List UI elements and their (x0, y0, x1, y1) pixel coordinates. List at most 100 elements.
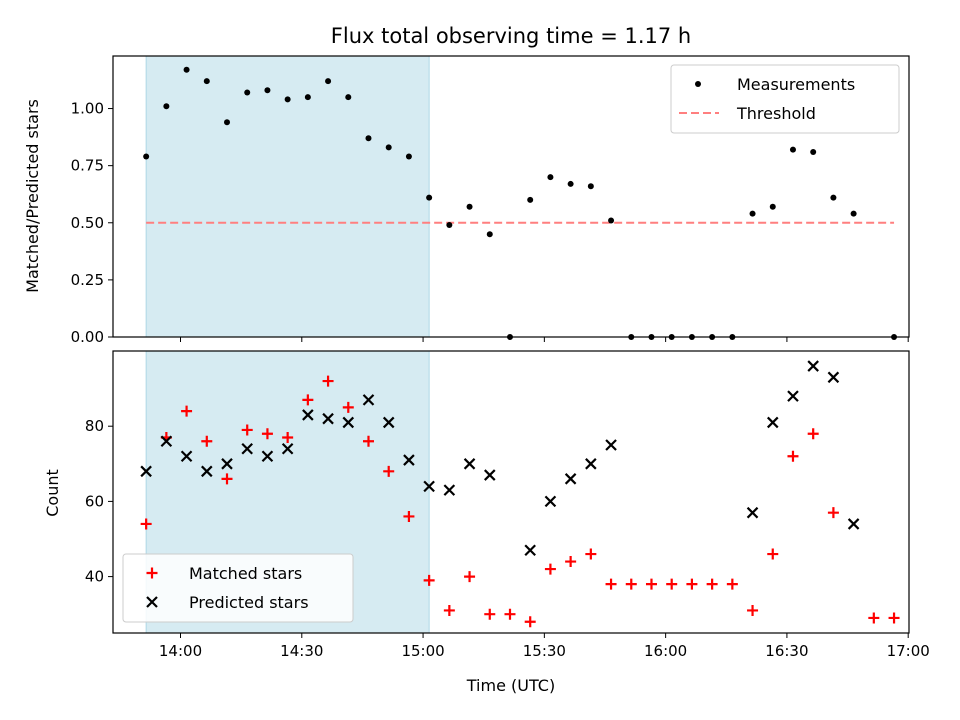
measurement-point (486, 231, 493, 238)
legend-predicted-marker (146, 596, 158, 608)
matched-star-point (302, 394, 314, 406)
measurement-point (789, 146, 796, 153)
chart-title: Flux total observing time = 1.17 h (331, 24, 691, 48)
bottom-legend-box (122, 553, 354, 623)
measurement-point (446, 222, 453, 229)
matched-star-point (686, 578, 698, 590)
matched-star-point (524, 616, 536, 628)
matched-star-point (666, 578, 678, 590)
measurement-point (244, 89, 251, 96)
plot-layer: 0.00 0.25 0.50 0.75 1.00 Measurements Threshol… (71, 55, 930, 660)
predicted-star-point (362, 394, 375, 406)
matched-star-point (767, 548, 779, 560)
top-y-tick-label: 0.50 (71, 214, 104, 232)
predicted-star-point (281, 442, 294, 455)
matched-star-point (706, 578, 718, 590)
predicted-star-point (544, 495, 557, 508)
predicted-star-point (463, 458, 476, 470)
predicted-star-point (180, 450, 193, 463)
bottom-legend-label: Predicted stars (189, 593, 309, 612)
measurement-point (264, 87, 271, 94)
top-legend-label: Threshold (736, 104, 816, 123)
predicted-star-point (585, 458, 597, 470)
x-tick-label: 15:00 (401, 642, 444, 660)
predicted-star-point (261, 450, 274, 463)
predicted-star-point (201, 465, 213, 478)
measurement-point (385, 144, 392, 151)
matched-star-point (241, 424, 253, 436)
top-legend: Measurements Threshold (670, 64, 900, 134)
matched-star-point (362, 435, 374, 447)
measurement-point (608, 217, 615, 224)
bottom-legend-label: Matched stars (189, 564, 302, 583)
matched-star-point (726, 578, 738, 590)
measurement-point (466, 203, 473, 210)
top-y-tick-label: 0.25 (71, 271, 104, 289)
matched-star-point (221, 473, 233, 485)
measurement-point (405, 153, 412, 160)
measurement-point (203, 78, 210, 85)
matched-star-point (827, 507, 839, 519)
predicted-star-point (847, 518, 860, 530)
matched-star-point (747, 604, 759, 616)
measurement-point (163, 103, 170, 110)
measurement-point (304, 94, 311, 101)
x-tick-label: 17:00 (887, 642, 930, 660)
measurement-point (143, 153, 150, 160)
top-y-axis-label: Matched/Predicted stars (23, 99, 42, 293)
predicted-star-point (807, 360, 819, 372)
matched-star-point (342, 401, 354, 413)
matched-star-point (261, 428, 273, 440)
predicted-star-point (241, 442, 253, 455)
measurement-point (547, 174, 554, 181)
measurement-point (850, 210, 857, 217)
top-legend-box (670, 64, 900, 134)
predicted-star-point (221, 458, 233, 470)
measurement-point (426, 194, 433, 201)
bottom-legend: Matched stars Predicted stars (122, 553, 354, 623)
predicted-star-point (524, 544, 536, 557)
matched-star-point (544, 563, 556, 575)
measurement-point (284, 96, 291, 103)
predicted-star-point (322, 412, 334, 425)
measurement-point (183, 66, 190, 73)
matched-star-point (484, 608, 496, 620)
predicted-star-point (342, 416, 355, 429)
predicted-star-point (483, 469, 496, 481)
matched-star-point (645, 578, 657, 590)
top-legend-label: Measurements (737, 75, 855, 94)
matched-star-point (383, 465, 395, 477)
matched-star-point (201, 435, 213, 447)
predicted-star-point (766, 416, 779, 429)
measurement-point (587, 183, 594, 190)
measurement-point (830, 194, 837, 201)
matched-star-point (403, 510, 415, 522)
bottom-axes-frame (112, 350, 910, 634)
matched-star-point (464, 571, 476, 583)
matched-star-point (585, 548, 597, 560)
matched-star-point (888, 612, 900, 624)
matched-star-point (322, 375, 334, 387)
predicted-star-point (423, 480, 435, 493)
predicted-star-point (746, 506, 759, 519)
measurement-point (567, 180, 574, 187)
predicted-star-point (564, 473, 577, 485)
measurement-point (365, 135, 372, 142)
predicted-star-point (403, 454, 415, 466)
bottom-y-axis-label: Count (43, 469, 62, 517)
top-y-tick-label: 1.00 (71, 100, 104, 118)
x-tick-label: 16:30 (765, 642, 808, 660)
top-shaded-interval (145, 55, 430, 338)
measurement-point (345, 94, 352, 101)
matched-star-point (787, 450, 799, 462)
matched-star-point (605, 578, 617, 590)
matched-star-point (807, 428, 819, 440)
x-axis-label: Time (UTC) (466, 676, 555, 695)
matched-star-point (181, 405, 193, 417)
matched-star-point (423, 574, 435, 586)
legend-measurements-marker (695, 81, 701, 87)
predicted-star-point (443, 484, 456, 496)
predicted-star-point (302, 409, 314, 421)
measurement-point (769, 203, 776, 210)
matched-star-point (140, 518, 152, 530)
